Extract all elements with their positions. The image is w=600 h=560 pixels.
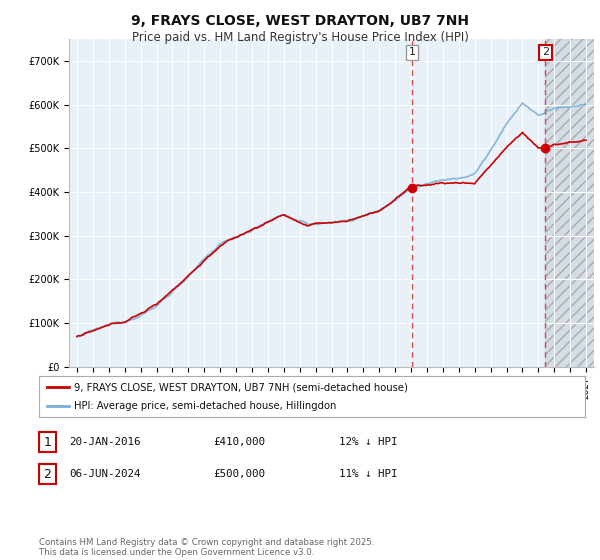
Text: 20-JAN-2016: 20-JAN-2016 — [69, 437, 140, 447]
Text: Price paid vs. HM Land Registry's House Price Index (HPI): Price paid vs. HM Land Registry's House … — [131, 31, 469, 44]
Text: 2: 2 — [43, 468, 52, 481]
Text: Contains HM Land Registry data © Crown copyright and database right 2025.
This d: Contains HM Land Registry data © Crown c… — [39, 538, 374, 557]
Text: 1: 1 — [409, 47, 415, 57]
Text: 9, FRAYS CLOSE, WEST DRAYTON, UB7 7NH (semi-detached house): 9, FRAYS CLOSE, WEST DRAYTON, UB7 7NH (s… — [74, 382, 409, 393]
Text: 06-JUN-2024: 06-JUN-2024 — [69, 469, 140, 479]
Text: HPI: Average price, semi-detached house, Hillingdon: HPI: Average price, semi-detached house,… — [74, 401, 337, 411]
Bar — [545, 39, 600, 367]
Text: 12% ↓ HPI: 12% ↓ HPI — [339, 437, 397, 447]
Text: 2: 2 — [542, 47, 549, 57]
Text: £410,000: £410,000 — [213, 437, 265, 447]
Bar — [545, 17, 600, 367]
Text: £500,000: £500,000 — [213, 469, 265, 479]
Text: 9, FRAYS CLOSE, WEST DRAYTON, UB7 7NH: 9, FRAYS CLOSE, WEST DRAYTON, UB7 7NH — [131, 14, 469, 28]
Text: 11% ↓ HPI: 11% ↓ HPI — [339, 469, 397, 479]
Text: 1: 1 — [43, 436, 52, 449]
